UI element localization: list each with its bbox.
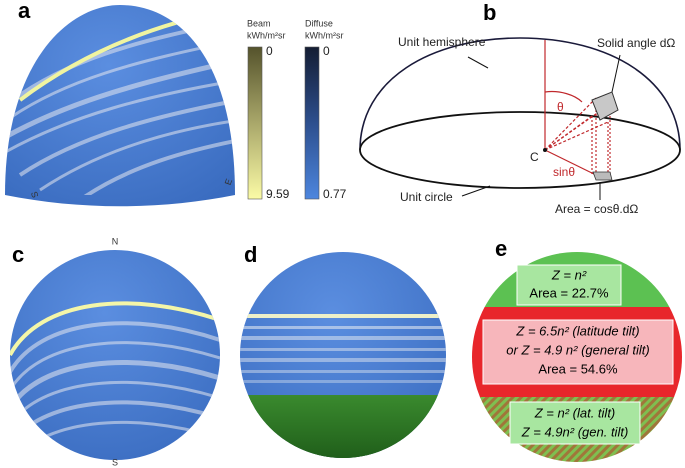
colorbar-tick: 0 <box>266 44 273 58</box>
panel-label: c <box>12 242 24 267</box>
annotation: Area = cosθ.dΩ <box>555 202 638 216</box>
zone-text: Z = n² (lat. tilt) <box>534 405 616 420</box>
panel-d: d <box>240 242 446 458</box>
panel-c: c N S <box>10 236 220 467</box>
zone-text: Z = 4.9n² (gen. tilt) <box>521 424 629 439</box>
colorbar-unit: kWh/m²sr <box>305 30 344 40</box>
diffuse-colorbar <box>304 46 320 200</box>
zone-text: or Z = 4.9 n² (general tilt) <box>506 342 649 357</box>
compass-label: E <box>223 177 234 186</box>
leader <box>467 56 489 69</box>
zone-text: Z = n² <box>551 267 587 282</box>
annotation: Unit circle <box>400 190 453 204</box>
zone-text: Z = 6.5n² (latitude tilt) <box>515 323 639 338</box>
colorbar-tick: 0.77 <box>323 187 347 201</box>
panel-label: e <box>495 236 507 261</box>
compass-label: S <box>29 190 40 199</box>
annotation: C <box>530 150 539 164</box>
panel-label: a <box>18 0 31 23</box>
panel-label: b <box>483 0 496 25</box>
center-point <box>543 148 547 152</box>
zone-box <box>509 401 641 445</box>
solid-angle-patch <box>591 91 619 121</box>
panel-a: a S E Beam kWh/m²sr 0 9.59 Diffuse kWh/m… <box>5 0 347 207</box>
zone-box <box>482 319 674 385</box>
colorbar-title: Diffuse <box>305 18 333 28</box>
annotation: θ <box>557 100 564 114</box>
annotation: Solid angle dΩ <box>597 36 675 50</box>
beam-colorbar <box>247 46 263 200</box>
compass-label: N <box>112 236 119 246</box>
annotation: Unit hemisphere <box>398 35 486 49</box>
leader <box>461 185 491 197</box>
hemisphere-arc <box>359 37 681 151</box>
compass-label: S <box>112 457 118 467</box>
panel-label: d <box>244 242 257 267</box>
colorbar-title: Beam <box>247 18 271 28</box>
panel-b: b Unit hemisphere Solid angle dΩ θ C sin… <box>359 0 681 216</box>
zone-text: Area = 22.7% <box>529 285 609 300</box>
colorbar-tick: 0 <box>323 44 330 58</box>
colorbar-tick: 9.59 <box>266 187 290 201</box>
panel-e: e Z = n² Area = 22.7% Z = 6.5n² (latitud… <box>472 236 682 462</box>
annotation: sinθ <box>553 165 575 179</box>
colorbar-unit: kWh/m²sr <box>247 30 286 40</box>
zone-box <box>516 264 622 306</box>
zone-text: Area = 54.6% <box>538 361 618 376</box>
projected-area <box>592 171 613 181</box>
sun-paths <box>10 301 220 460</box>
unit-circle <box>359 111 681 189</box>
leader <box>611 54 621 93</box>
